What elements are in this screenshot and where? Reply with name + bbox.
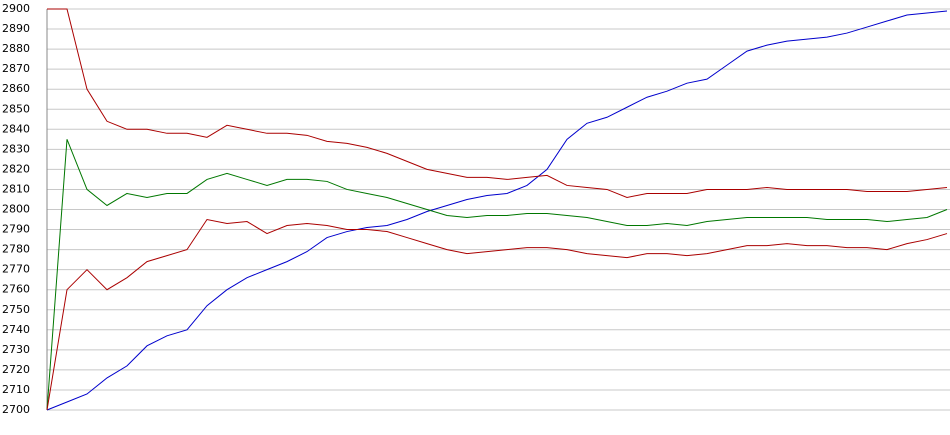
y-tick-label: 2890 — [2, 22, 30, 35]
y-tick-label: 2770 — [2, 263, 30, 276]
y-tick-label: 2810 — [2, 182, 30, 195]
series-line — [46, 10, 948, 411]
y-tick-label: 2800 — [2, 203, 30, 216]
series-line — [46, 139, 948, 411]
y-tick-label: 2700 — [2, 403, 30, 416]
y-tick-label: 2820 — [2, 162, 30, 175]
series-line — [47, 8, 948, 198]
y-tick-label: 2860 — [2, 82, 30, 95]
y-tick-label: 2870 — [2, 62, 30, 75]
y-tick-label: 2760 — [2, 283, 30, 296]
y-tick-label: 2720 — [2, 363, 30, 376]
y-tick-label: 2830 — [2, 142, 30, 155]
y-tick-label: 2780 — [2, 243, 30, 256]
y-tick-label: 2730 — [2, 343, 30, 356]
y-tick-label: 2710 — [2, 383, 30, 396]
series-line — [46, 218, 948, 411]
y-tick-label: 2880 — [2, 42, 30, 55]
y-tick-label: 2750 — [2, 303, 30, 316]
y-tick-label: 2850 — [2, 102, 30, 115]
y-tick-label: 2900 — [2, 2, 30, 15]
y-tick-label: 2740 — [2, 323, 30, 336]
y-tick-label: 2840 — [2, 122, 30, 135]
y-tick-label: 2790 — [2, 223, 30, 236]
